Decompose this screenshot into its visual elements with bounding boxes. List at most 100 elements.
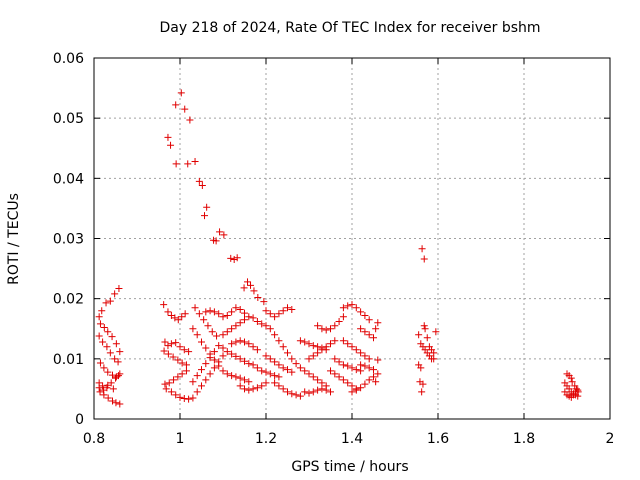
data-point (236, 305, 244, 313)
data-point (181, 310, 189, 318)
x-tick-label: 1.2 (255, 431, 277, 447)
data-point (96, 359, 104, 367)
data-point (331, 355, 339, 363)
x-tick-label: 1.4 (341, 431, 363, 447)
data-point (266, 310, 274, 318)
data-point (219, 313, 227, 321)
data-point (165, 379, 173, 387)
data-point (203, 203, 211, 211)
data-point (172, 160, 180, 168)
data-point (254, 293, 262, 301)
data-point (182, 361, 190, 369)
data-point (357, 384, 365, 392)
data-point (301, 338, 309, 346)
data-point (245, 313, 253, 321)
data-point (223, 370, 231, 378)
data-point (98, 307, 106, 315)
data-point (305, 340, 313, 348)
data-point (245, 386, 253, 394)
data-point (99, 382, 107, 390)
data-point (305, 370, 313, 378)
data-point (227, 254, 235, 262)
data-point (95, 313, 103, 321)
data-point (288, 355, 296, 363)
data-point (365, 355, 373, 363)
data-point (111, 290, 119, 298)
chart-title: Day 218 of 2024, Rate Of TEC Index for r… (159, 20, 540, 36)
data-point (185, 348, 193, 356)
data-point (415, 331, 423, 339)
data-point (171, 314, 179, 322)
data-point (344, 302, 352, 310)
data-point (322, 343, 330, 351)
y-tick-label: 0.02 (53, 292, 84, 308)
data-point (374, 356, 382, 364)
data-point (418, 388, 426, 396)
data-point (210, 348, 218, 356)
data-point (318, 379, 326, 387)
data-point (100, 324, 108, 332)
data-point (271, 313, 279, 321)
data-point (204, 322, 212, 330)
data-point (161, 380, 169, 388)
data-point (104, 394, 112, 402)
data-point (344, 340, 352, 348)
data-point (574, 386, 582, 394)
data-point (108, 397, 116, 405)
data-point (568, 378, 576, 386)
data-point (365, 316, 373, 324)
data-point (419, 380, 427, 388)
data-point (174, 316, 182, 324)
data-point (253, 318, 261, 326)
data-point (178, 359, 186, 367)
data-point (567, 374, 575, 382)
data-point (232, 322, 240, 330)
data-point (314, 386, 322, 394)
data-point (262, 307, 270, 315)
data-point (198, 338, 205, 346)
y-tick-label: 0 (75, 412, 84, 428)
data-point (116, 370, 124, 378)
data-point (352, 386, 360, 394)
data-point (233, 254, 241, 262)
y-tick-label: 0.06 (53, 51, 84, 67)
data-point (228, 340, 236, 348)
data-point (266, 370, 274, 378)
data-point (301, 388, 309, 396)
data-point (357, 308, 365, 316)
data-point (167, 388, 175, 396)
data-point (309, 342, 317, 350)
data-point (228, 372, 236, 380)
data-point (198, 366, 205, 374)
data-point (339, 337, 347, 345)
data-point (169, 353, 177, 361)
data-point (198, 382, 205, 390)
data-point (372, 378, 380, 386)
data-point (96, 320, 104, 328)
data-point (99, 338, 107, 346)
data-point (241, 357, 248, 365)
data-point (365, 376, 373, 384)
data-point (210, 356, 218, 364)
x-tick-label: 1 (176, 431, 185, 447)
data-point (198, 182, 206, 190)
x-tick-label: 1.6 (427, 431, 449, 447)
data-point (279, 364, 287, 372)
data-point (327, 340, 334, 348)
data-point (104, 381, 112, 389)
data-point (249, 361, 257, 369)
data-point (370, 366, 377, 374)
data-point (170, 376, 178, 384)
data-point (275, 310, 283, 318)
data-point (249, 343, 257, 351)
data-point (370, 334, 377, 342)
data-point (305, 389, 313, 397)
data-point (420, 322, 428, 330)
data-point (106, 297, 114, 305)
data-point (104, 368, 112, 376)
data-point (288, 305, 296, 313)
data-point (215, 362, 223, 370)
data-point (111, 355, 119, 363)
axis-ticks (93, 57, 611, 420)
